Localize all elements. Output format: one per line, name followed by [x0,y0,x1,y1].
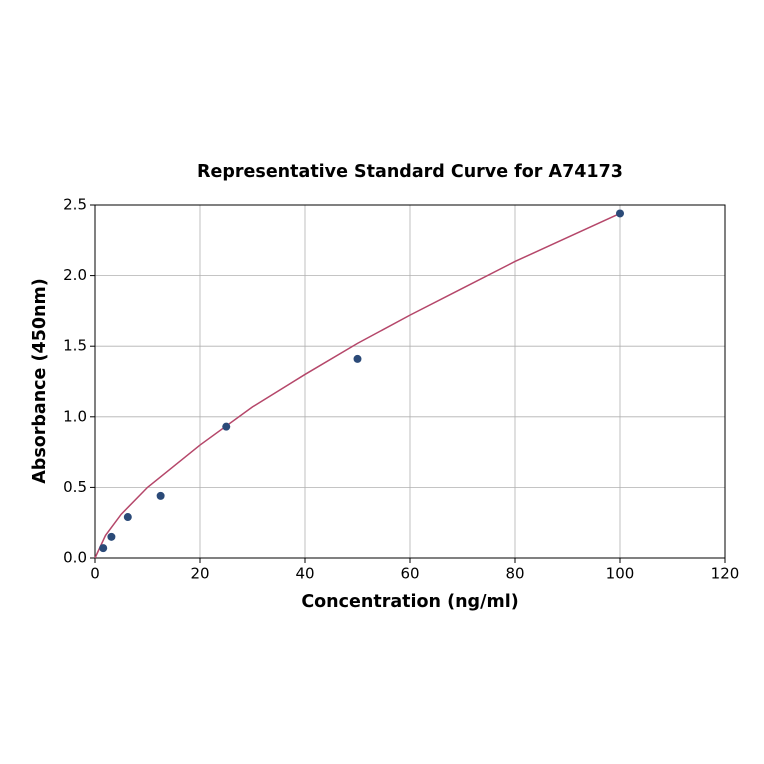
data-point [123,513,132,522]
fit-curve [94,212,621,559]
data-point [156,491,165,500]
data-point [222,422,231,431]
x-tick-label: 20 [190,565,209,583]
x-tick-label: 120 [711,565,740,583]
x-axis-label: Concentration (ng/ml) [301,592,518,612]
y-tick-label: 2.5 [63,196,87,214]
data-point [107,532,116,541]
data-point [99,544,108,553]
x-tick-label: 40 [295,565,314,583]
y-tick-label: 1.0 [63,407,87,425]
y-tick-label: 0.0 [63,549,87,567]
plot-frame [94,204,726,559]
chart-title: Representative Standard Curve for A74173 [197,162,623,182]
data-point [616,209,624,218]
y-tick-label: 2.0 [63,266,87,284]
x-tick-label: 60 [400,565,419,583]
x-tick-label: 0 [90,565,100,583]
data-point [353,354,362,363]
y-axis-label: Absorbance (450nm) [30,278,50,484]
x-tick-label: 80 [505,565,524,583]
x-tick-label: 100 [606,565,635,583]
y-tick-label: 0.5 [63,478,87,496]
y-tick-label: 1.5 [63,337,87,355]
